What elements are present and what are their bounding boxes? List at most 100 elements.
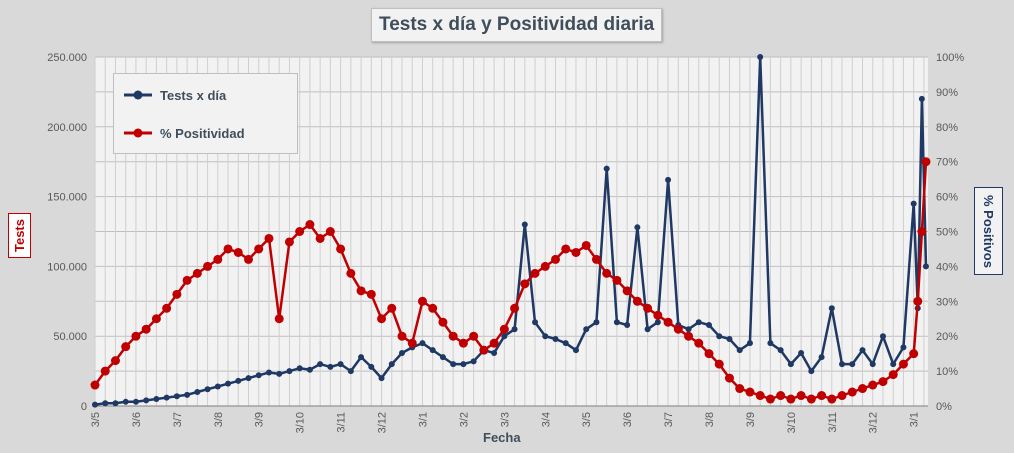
x-tick-label: 3/9 [254, 412, 266, 427]
data-point-tests [214, 383, 221, 390]
data-point-tests [910, 200, 917, 207]
data-point-tests [787, 361, 794, 368]
legend-item-positividad: % Positividad [122, 124, 245, 142]
data-point-positividad [561, 244, 571, 254]
data-point-tests [347, 368, 354, 375]
data-point-positividad [602, 268, 612, 278]
data-point-positividad [162, 303, 172, 313]
data-point-positividad [448, 331, 458, 341]
data-point-positividad [233, 247, 243, 257]
data-point-positividad [898, 359, 908, 369]
x-tick-label: 3/6 [622, 412, 634, 427]
data-point-tests [808, 368, 815, 375]
data-point-positividad [284, 237, 294, 247]
data-point-tests [859, 347, 866, 354]
data-point-tests [102, 400, 109, 407]
x-tick-label: 3/4 [540, 412, 552, 427]
data-point-tests [204, 386, 211, 393]
data-point-tests [296, 365, 303, 372]
data-point-positividad [305, 220, 315, 230]
data-point-tests [265, 369, 272, 376]
data-point-positividad [397, 331, 407, 341]
y-right-tick-label: 50% [936, 227, 958, 239]
data-point-positividad [827, 394, 837, 404]
data-point-positividad [612, 275, 622, 285]
data-point-tests [399, 349, 406, 356]
data-point-tests [685, 326, 692, 333]
data-point-positividad [745, 387, 755, 397]
x-tick-label: 3/7 [663, 412, 675, 427]
y-left-tick-label: 50.000 [53, 331, 87, 343]
data-point-tests [491, 349, 498, 356]
data-point-tests [501, 333, 508, 340]
x-tick-label: 3/6 [131, 412, 143, 427]
data-point-positividad [151, 314, 161, 324]
x-tick-label: 3/8 [704, 412, 716, 427]
y-left-tick-label: 100.000 [47, 261, 87, 273]
data-point-tests [521, 221, 528, 228]
y-right-tick-label: 60% [936, 192, 958, 204]
data-point-positividad [888, 370, 898, 380]
legend-swatch-positividad [124, 128, 152, 138]
data-point-tests [337, 361, 344, 368]
data-point-tests [306, 366, 313, 373]
data-point-tests [665, 176, 672, 183]
data-point-positividad [776, 391, 786, 401]
chart-title: Tests x día y Positividad diaria [371, 8, 663, 42]
data-point-positividad [622, 286, 632, 296]
data-point-positividad [244, 254, 254, 264]
data-point-tests [439, 354, 446, 361]
data-point-tests [572, 347, 579, 354]
data-point-tests [112, 400, 119, 407]
data-point-tests [562, 340, 569, 347]
data-point-positividad [684, 331, 694, 341]
data-point-tests [132, 398, 139, 405]
x-tick-label: 3/9 [745, 412, 757, 427]
data-point-tests [869, 361, 876, 368]
data-point-positividad [254, 244, 264, 254]
data-point-tests [92, 401, 98, 408]
x-tick-label: 3/1 [909, 412, 921, 427]
data-point-positividad [694, 338, 704, 348]
data-point-positividad [837, 391, 847, 401]
data-point-tests [276, 370, 283, 377]
data-point-tests [358, 354, 365, 361]
legend-swatch-tests [124, 90, 152, 100]
data-point-positividad [571, 247, 581, 257]
data-point-positividad [806, 394, 816, 404]
legend: Tests x día % Positividad [113, 73, 298, 154]
data-point-tests [603, 165, 610, 172]
data-point-positividad [520, 279, 530, 289]
y-axis-left-label-box: Tests [8, 213, 31, 258]
data-point-tests [153, 396, 160, 403]
y-right-tick-label: 10% [936, 366, 958, 378]
axes: 0 50.000 100.000 150.000 200.000 250.000 0% 10%… [47, 52, 964, 433]
data-point-tests [736, 347, 743, 354]
data-point-tests [286, 368, 293, 375]
data-point-positividad [264, 233, 274, 243]
series-layer [90, 54, 931, 408]
x-tick-label: 3/11 [336, 412, 348, 433]
x-tick-label: 3/11 [827, 412, 839, 433]
y-left-tick-label: 200.000 [47, 122, 87, 134]
y-left-tick-label: 0 [81, 401, 87, 413]
data-point-positividad [407, 338, 417, 348]
data-point-positividad [417, 296, 427, 306]
data-point-tests [798, 349, 805, 356]
x-tick-label: 3/10 [786, 412, 798, 433]
data-point-positividad [131, 331, 141, 341]
data-point-positividad [315, 233, 325, 243]
data-point-positividad [817, 391, 827, 401]
data-point-positividad [663, 317, 673, 327]
x-tick-label: 3/8 [213, 412, 225, 427]
y-axis-right-label-box: % Positivos [974, 187, 1003, 275]
data-point-positividad [172, 289, 182, 299]
data-point-tests [900, 344, 907, 351]
data-point-positividad [90, 380, 100, 390]
data-point-tests [706, 322, 713, 329]
data-point-positividad [632, 296, 642, 306]
data-point-tests [918, 95, 925, 102]
data-point-positividad [921, 157, 931, 167]
data-point-positividad [366, 289, 376, 299]
